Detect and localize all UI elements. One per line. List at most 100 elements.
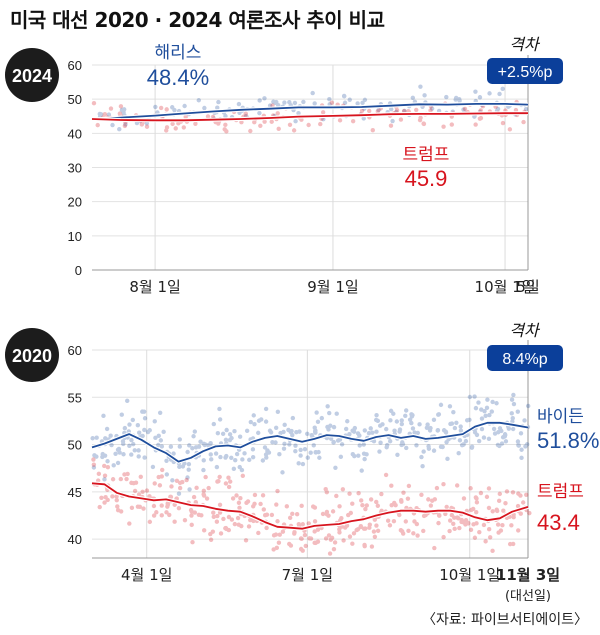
poll-dot [215, 430, 221, 436]
poll-dot [164, 128, 169, 133]
poll-dot [300, 461, 306, 467]
poll-dot [240, 457, 245, 462]
series-line-rep [91, 482, 529, 530]
poll-dot [113, 451, 118, 456]
poll-dot [421, 121, 426, 126]
poll-dot [378, 423, 383, 428]
poll-dot [137, 504, 143, 509]
y-tick-label: 60 [68, 343, 82, 358]
poll-dot [398, 117, 404, 122]
poll-dot [296, 111, 301, 116]
poll-dot [118, 104, 124, 109]
gap-value: 8.4%p [502, 351, 547, 368]
poll-dot [469, 445, 475, 450]
poll-dot [421, 528, 426, 534]
poll-dot [524, 492, 529, 497]
poll-dot [294, 512, 300, 517]
poll-dot [384, 442, 390, 448]
poll-dot [292, 100, 298, 106]
poll-dot [271, 99, 276, 104]
poll-dot [156, 442, 161, 448]
poll-dot [306, 521, 311, 526]
poll-dot [515, 409, 521, 414]
poll-dot [226, 475, 231, 480]
poll-dot [399, 421, 405, 427]
poll-dot [489, 409, 495, 414]
poll-dot [375, 418, 381, 424]
poll-dot [461, 520, 466, 525]
poll-dot [269, 119, 274, 124]
poll-dot [164, 472, 170, 477]
poll-dot [287, 515, 293, 521]
poll-dots [91, 457, 532, 556]
poll-dot [500, 86, 505, 92]
poll-dot [374, 412, 379, 418]
poll-dot [403, 519, 409, 524]
poll-dot [366, 431, 372, 436]
poll-dot [370, 128, 375, 133]
poll-dot [457, 525, 462, 531]
poll-dot [469, 507, 474, 513]
poll-dot [486, 436, 492, 441]
series-final-value: 45.9 [405, 166, 448, 191]
poll-dot [379, 508, 384, 513]
poll-dot [300, 522, 306, 527]
series-final-value: 43.4 [537, 510, 580, 535]
poll-dot [220, 431, 226, 437]
poll-dot [129, 452, 134, 457]
series-line-dem [91, 103, 529, 121]
poll-dot [121, 441, 126, 447]
poll-dot [362, 543, 367, 549]
poll-dot [243, 111, 248, 116]
poll-dot [335, 438, 341, 443]
poll-dot [132, 448, 137, 453]
poll-dot [481, 522, 487, 528]
poll-dot [312, 519, 318, 524]
y-tick-label: 0 [75, 263, 82, 278]
poll-dot [453, 95, 459, 101]
poll-dot [312, 529, 317, 534]
poll-dot [522, 418, 527, 423]
poll-dot [398, 498, 404, 503]
poll-dot [312, 429, 318, 434]
poll-dot [97, 111, 102, 117]
poll-dot [237, 505, 242, 511]
poll-dot [187, 443, 192, 448]
poll-dot [502, 434, 507, 439]
poll-dot [476, 438, 482, 444]
poll-dot [300, 548, 305, 553]
poll-dot [228, 479, 233, 484]
poll-dot [388, 418, 393, 423]
poll-dot [185, 475, 190, 480]
y-tick-label: 45 [68, 485, 82, 500]
poll-dot [135, 504, 141, 509]
poll-dot [467, 417, 472, 423]
poll-dot [513, 107, 519, 113]
y-tick-label: 10 [68, 229, 82, 244]
poll-dot [201, 441, 207, 446]
poll-dot [380, 422, 385, 427]
poll-dot [384, 426, 389, 432]
poll-dot [324, 509, 330, 515]
poll-dot [90, 436, 95, 441]
poll-dot [436, 412, 441, 417]
poll-dot [432, 545, 437, 551]
poll-dot [425, 422, 430, 427]
poll-dot [142, 416, 148, 421]
poll-dot [154, 510, 159, 515]
poll-dot [502, 432, 508, 437]
poll-dot [262, 119, 267, 124]
year-badge [5, 48, 59, 102]
poll-dot [256, 418, 262, 423]
poll-dot [494, 507, 499, 512]
poll-dot [208, 440, 213, 446]
poll-dot [400, 529, 405, 534]
poll-dot [414, 521, 420, 527]
poll-dot [375, 528, 381, 534]
poll-dot [102, 473, 108, 478]
poll-dot [268, 430, 274, 435]
poll-dot [156, 474, 161, 480]
poll-dot [375, 503, 381, 508]
poll-dot [152, 481, 157, 486]
poll-dot [473, 495, 479, 500]
